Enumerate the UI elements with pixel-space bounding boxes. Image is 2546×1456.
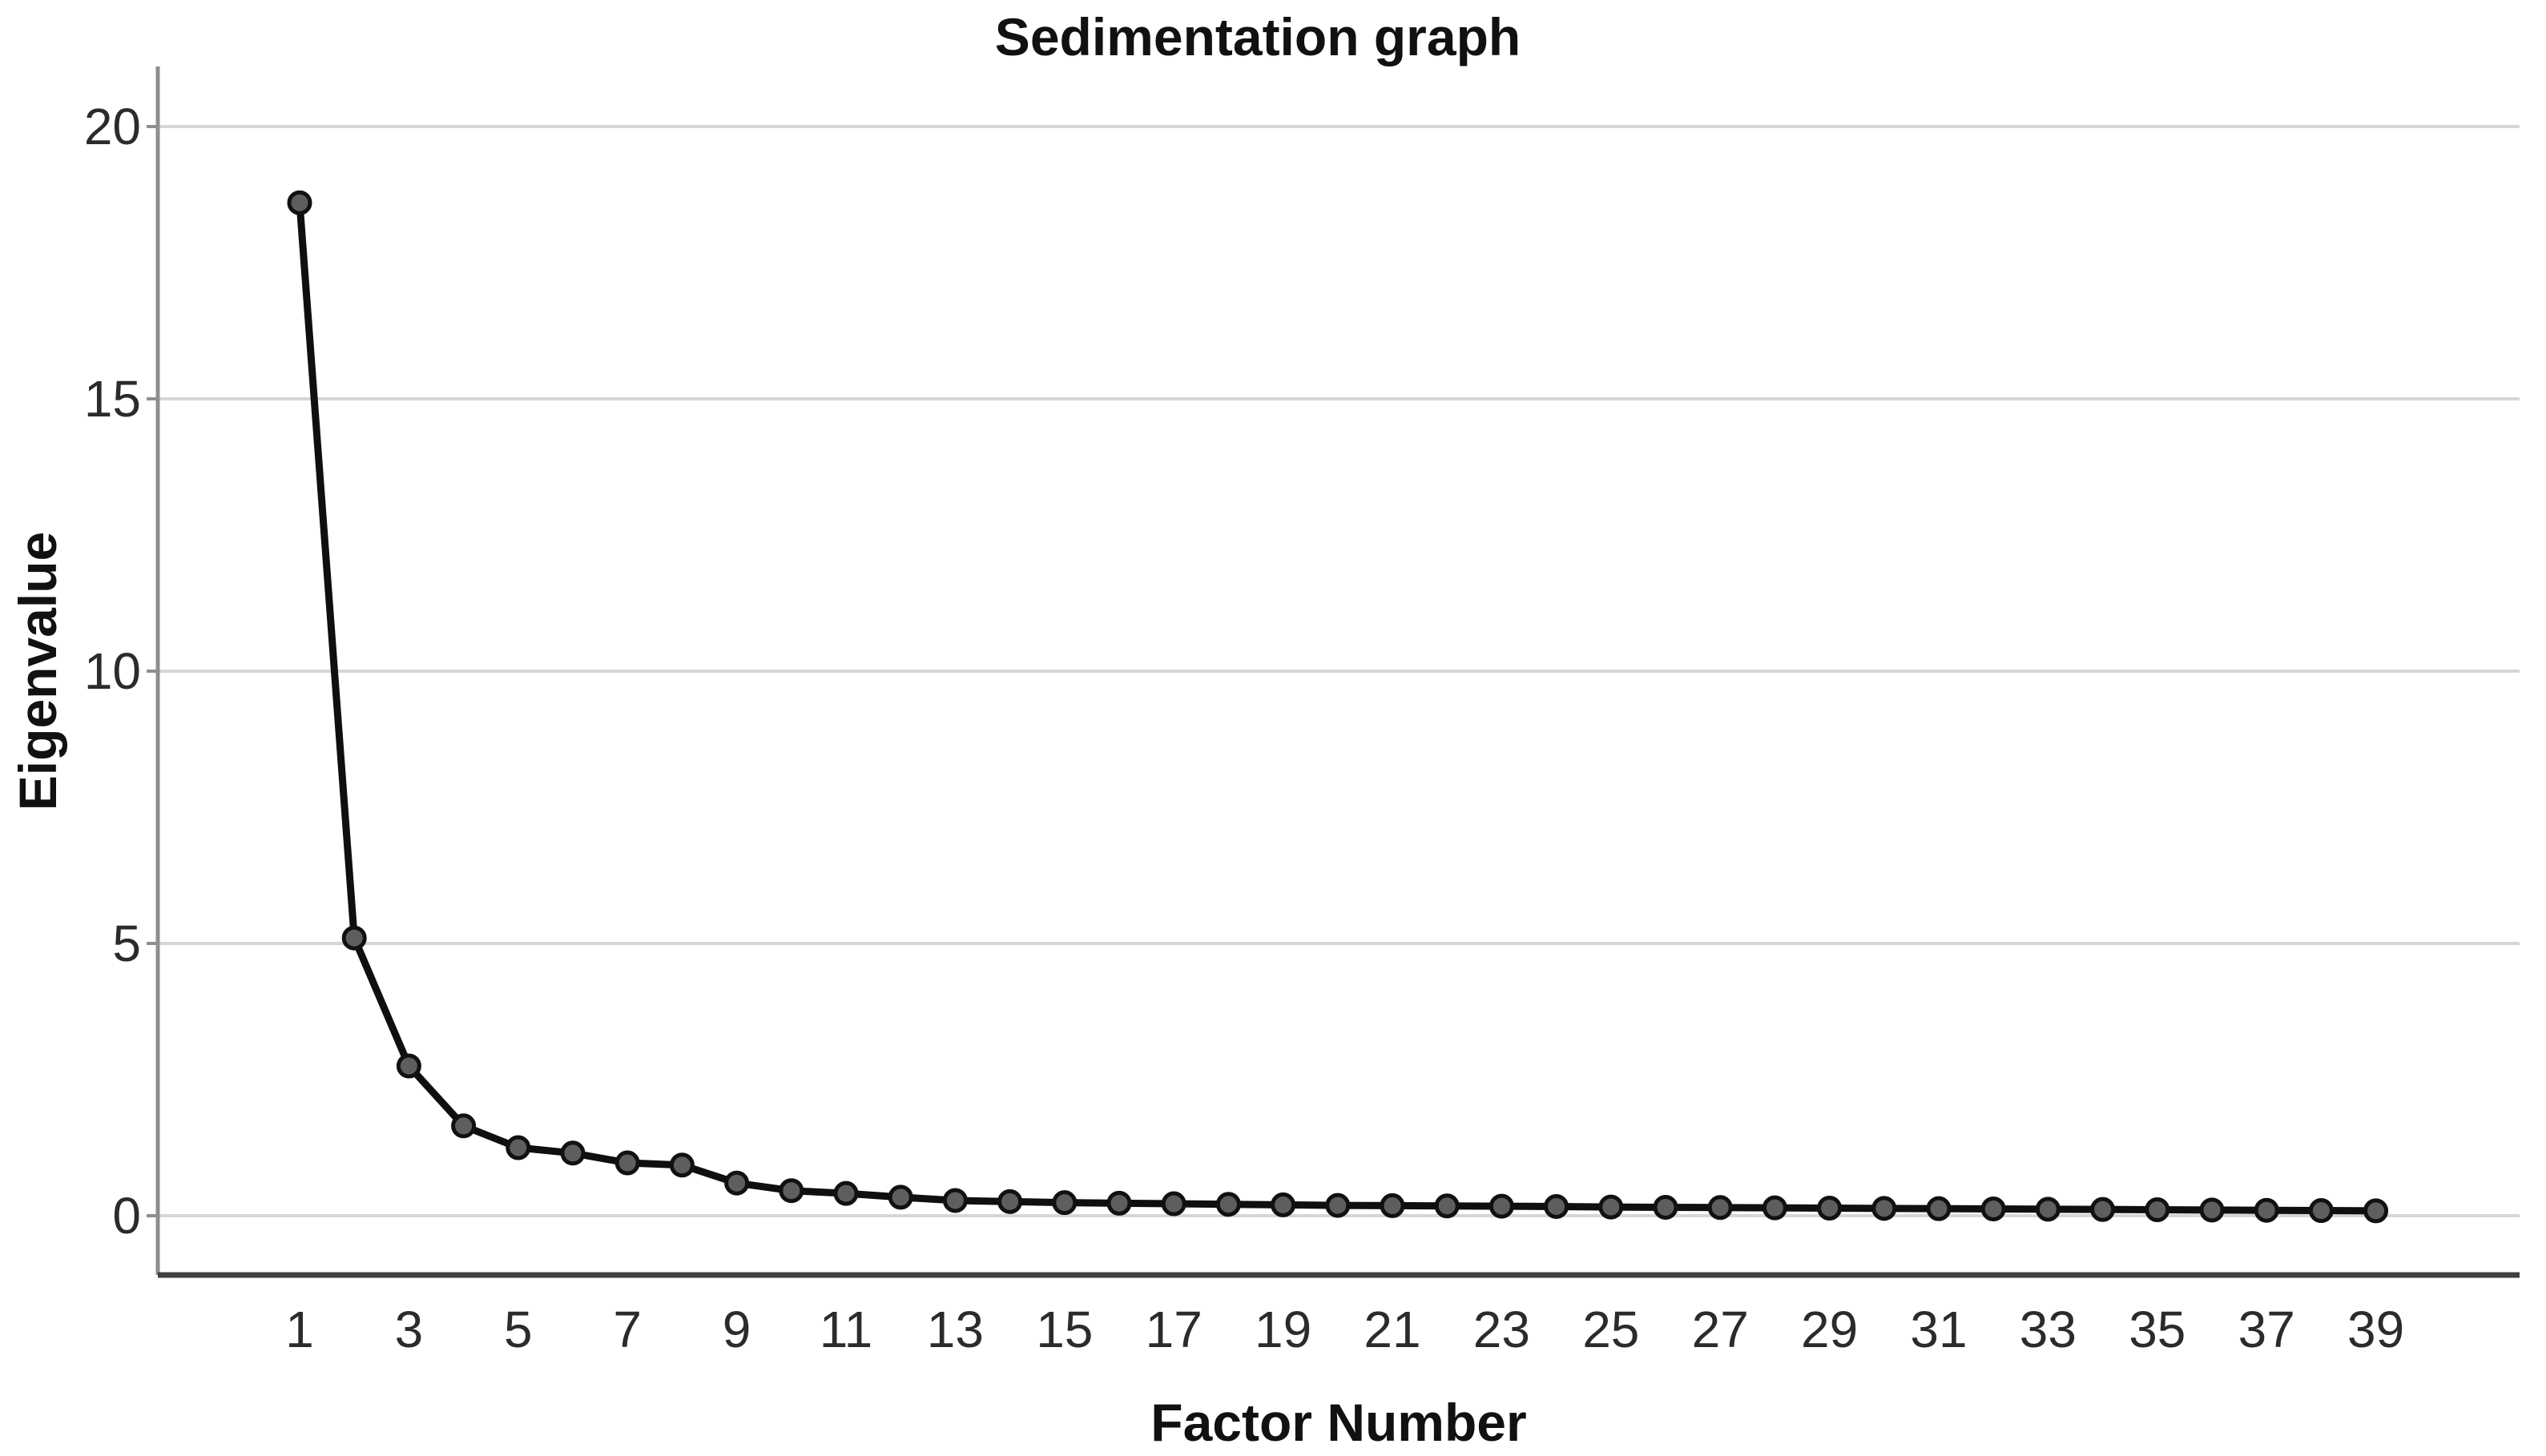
x-tick-label: 19 xyxy=(1255,1301,1311,1358)
y-tick-label: 20 xyxy=(84,98,141,155)
data-point xyxy=(614,1150,640,1176)
data-point xyxy=(2199,1197,2225,1223)
x-tick-label: 35 xyxy=(2129,1301,2185,1358)
x-tick-label: 1 xyxy=(285,1301,314,1358)
x-tick-label: 9 xyxy=(723,1301,751,1358)
data-point xyxy=(779,1178,804,1204)
series-line xyxy=(296,202,2376,1215)
x-tick-label: 21 xyxy=(1364,1301,1420,1358)
x-tick-label: 3 xyxy=(395,1301,424,1358)
chart-title: Sedimentation graph xyxy=(994,7,1521,66)
x-tick-label: 25 xyxy=(1582,1301,1639,1358)
data-point xyxy=(1489,1193,1514,1219)
data-point xyxy=(2308,1198,2334,1224)
data-point xyxy=(1325,1193,1351,1218)
data-point xyxy=(1598,1194,1624,1220)
x-tick-label: 13 xyxy=(927,1301,984,1358)
x-tick-label: 7 xyxy=(613,1301,642,1358)
data-point xyxy=(1817,1195,1843,1221)
data-point xyxy=(997,1189,1023,1214)
x-tick-label: 33 xyxy=(2020,1301,2077,1358)
y-tick-label: 15 xyxy=(84,370,141,428)
x-tick-label: 23 xyxy=(1473,1301,1530,1358)
data-point xyxy=(1762,1195,1787,1221)
data-point xyxy=(1871,1196,1897,1221)
x-tick-labels-group: 1 3 5 7 9 11 13 15 17 19 21 23 25 27 29 31 33 35 37 39 xyxy=(285,1301,2404,1358)
x-tick-label: 5 xyxy=(504,1301,533,1358)
data-point xyxy=(2254,1197,2279,1223)
data-point xyxy=(1544,1193,1569,1219)
data-point xyxy=(724,1170,750,1196)
x-tick-label: 11 xyxy=(820,1301,872,1358)
data-point xyxy=(2363,1198,2389,1224)
data-point xyxy=(942,1188,968,1213)
y-tick-labels-group: 0 5 10 15 20 xyxy=(84,98,141,1245)
data-point xyxy=(1980,1197,2006,1221)
data-point xyxy=(1926,1196,1952,1221)
data-point xyxy=(506,1135,531,1160)
data-point xyxy=(451,1113,477,1139)
data-point xyxy=(1434,1193,1460,1219)
markers-group xyxy=(287,190,2389,1224)
data-point xyxy=(1106,1190,1132,1216)
x-tick-label: 37 xyxy=(2238,1301,2295,1358)
data-point xyxy=(669,1152,695,1178)
data-point xyxy=(341,925,367,951)
data-point xyxy=(833,1180,859,1206)
data-point xyxy=(287,190,312,215)
data-point xyxy=(888,1185,913,1210)
data-point xyxy=(1380,1193,1405,1218)
gridlines-group xyxy=(147,125,2520,1217)
data-point xyxy=(1707,1195,1733,1221)
data-point xyxy=(2035,1197,2061,1222)
data-point xyxy=(1653,1194,1678,1220)
data-point xyxy=(1271,1192,1296,1217)
x-tick-label: 27 xyxy=(1692,1301,1749,1358)
data-point xyxy=(2145,1197,2170,1223)
y-tick-label: 10 xyxy=(84,642,141,700)
x-tick-label: 29 xyxy=(1801,1301,1858,1358)
data-point xyxy=(1052,1190,1078,1216)
x-tick-label: 39 xyxy=(2347,1301,2404,1358)
y-tick-label: 5 xyxy=(112,915,141,972)
x-tick-label: 31 xyxy=(1910,1301,1967,1358)
data-point xyxy=(2090,1197,2116,1222)
data-point xyxy=(1215,1192,1241,1217)
data-point xyxy=(560,1140,586,1166)
x-tick-label: 17 xyxy=(1146,1301,1203,1358)
x-axis-title: Factor Number xyxy=(1150,1393,1527,1452)
y-tick-label: 0 xyxy=(112,1187,141,1245)
x-tick-label: 15 xyxy=(1036,1301,1093,1358)
data-point xyxy=(396,1053,421,1079)
data-point xyxy=(1161,1191,1186,1217)
